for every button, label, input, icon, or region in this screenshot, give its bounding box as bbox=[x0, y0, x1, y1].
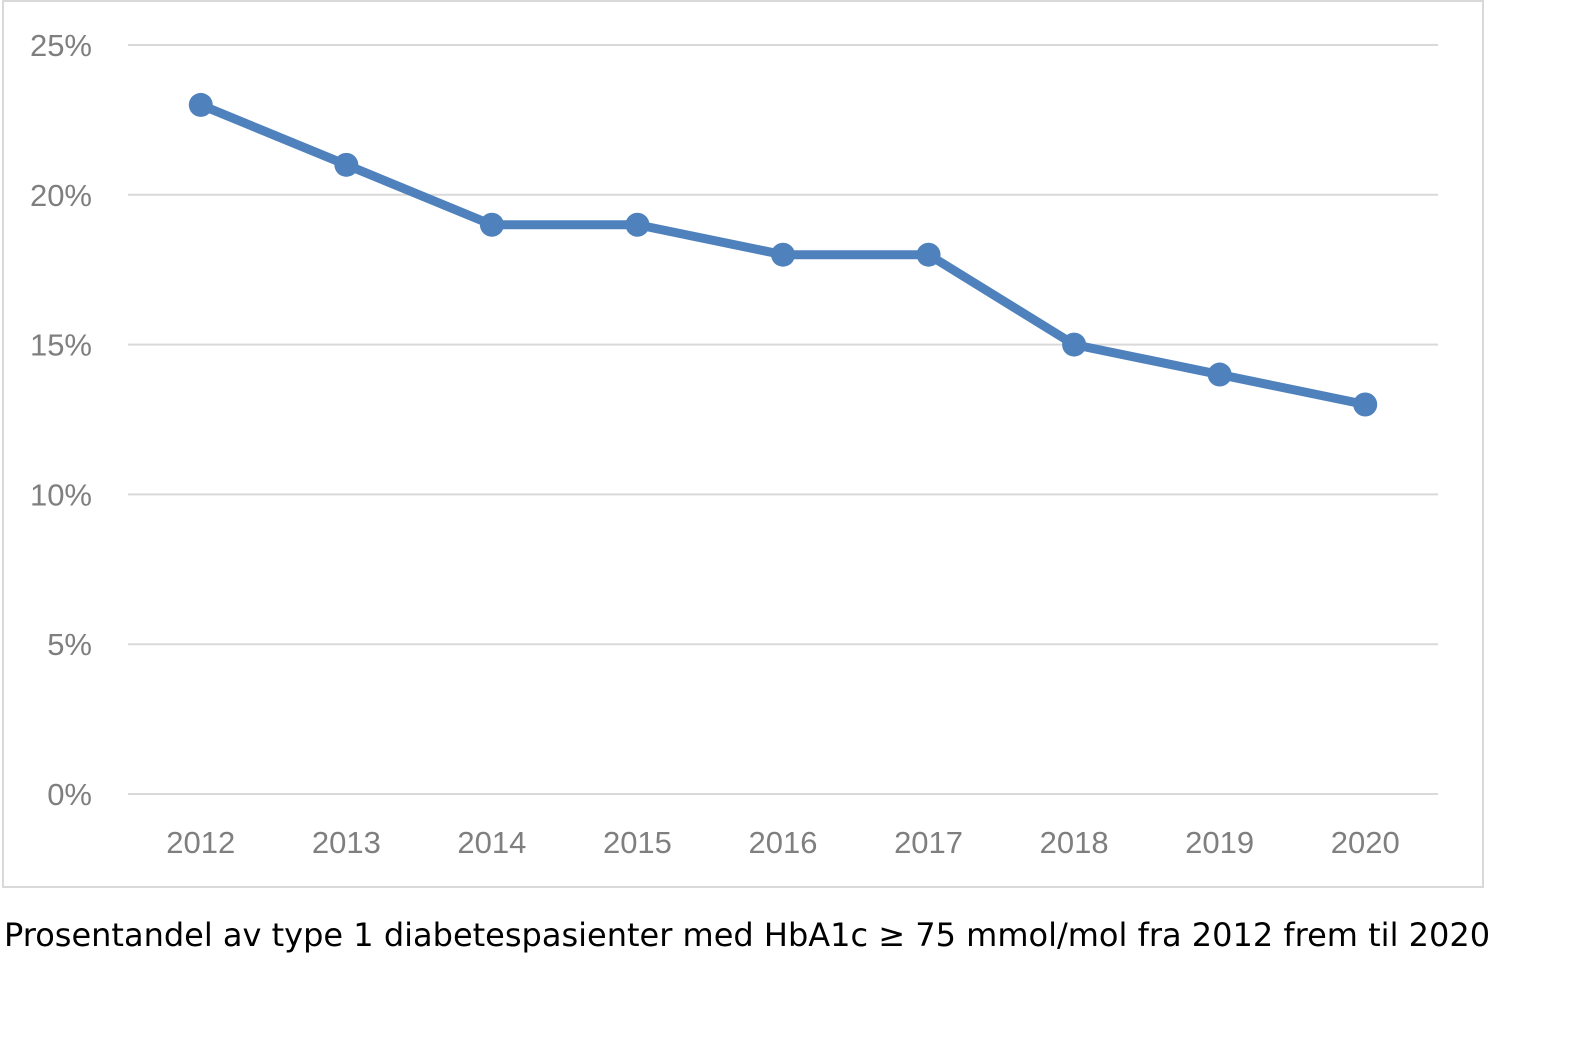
data-point bbox=[771, 242, 795, 267]
x-tick-label: 2019 bbox=[1185, 825, 1254, 860]
y-tick-label: 5% bbox=[47, 627, 92, 662]
chart-caption: Prosentandel av type 1 diabetespasienter… bbox=[4, 916, 1491, 954]
data-points bbox=[188, 92, 1378, 417]
data-point bbox=[916, 242, 941, 267]
x-tick-label: 2018 bbox=[1040, 825, 1109, 860]
data-point bbox=[1353, 392, 1378, 417]
x-tick-label: 2020 bbox=[1331, 825, 1400, 860]
chart-frame bbox=[2, 0, 1484, 888]
y-tick-label: 0% bbox=[47, 777, 92, 812]
data-point bbox=[1062, 332, 1087, 357]
data-point bbox=[334, 152, 359, 177]
y-tick-label: 25% bbox=[30, 28, 92, 63]
data-point bbox=[188, 92, 213, 117]
x-tick-label: 2015 bbox=[603, 825, 672, 860]
x-tick-label: 2017 bbox=[894, 825, 963, 860]
y-tick-label: 20% bbox=[30, 178, 92, 213]
y-axis-tick-labels: 0% 5% 10% 15% 20% 25% bbox=[30, 28, 92, 812]
gridlines bbox=[128, 44, 1438, 795]
data-point bbox=[625, 212, 650, 237]
x-axis-tick-labels: 2012 2013 2014 2015 2016 2017 2018 2019 2020 bbox=[166, 825, 1399, 860]
data-point bbox=[479, 212, 504, 237]
data-point bbox=[1207, 362, 1232, 387]
x-tick-label: 2012 bbox=[166, 825, 235, 860]
y-tick-label: 10% bbox=[30, 477, 92, 512]
x-tick-label: 2016 bbox=[749, 825, 818, 860]
y-tick-label: 15% bbox=[30, 328, 92, 363]
x-tick-label: 2013 bbox=[312, 825, 381, 860]
line-chart: 0%5%10%15%20%25% 2012 2013 2014 2015 2016 201… bbox=[30, 28, 1438, 860]
x-tick-label: 2014 bbox=[457, 825, 526, 860]
